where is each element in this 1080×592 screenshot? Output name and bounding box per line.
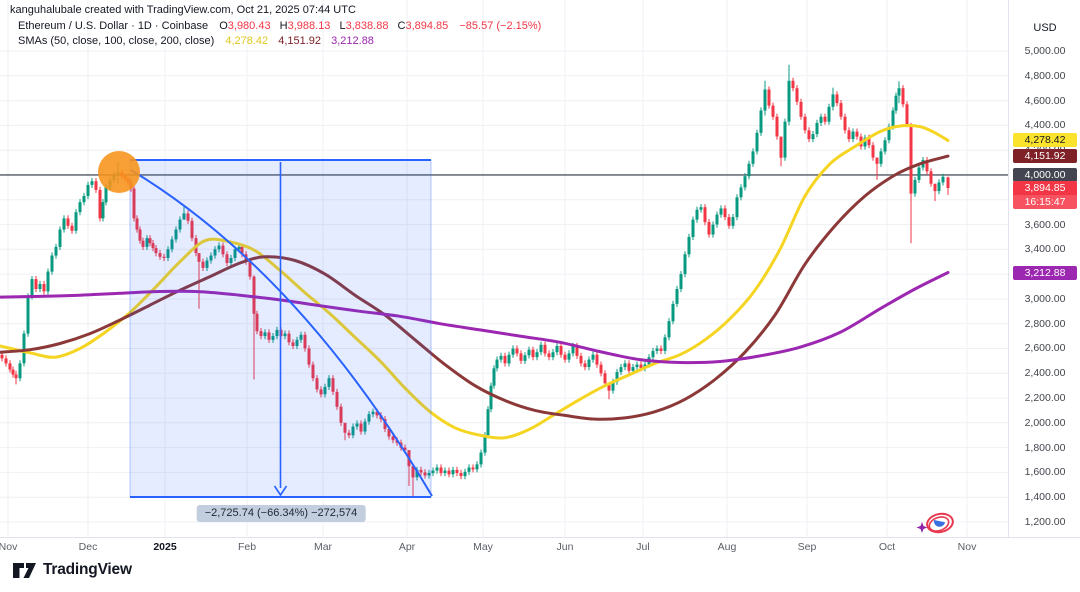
price-tick: 1,400.00 xyxy=(1024,491,1066,503)
price-tick: 3,400.00 xyxy=(1024,243,1066,255)
time-tick: Jun xyxy=(556,541,574,553)
time-tick: Nov xyxy=(0,541,18,553)
measure-box[interactable] xyxy=(129,159,432,498)
high-value: 3,988.13 xyxy=(287,20,331,32)
price-tick: 2,600.00 xyxy=(1024,342,1066,354)
price-tick: 3,000.00 xyxy=(1024,293,1066,305)
price-tick: 1,600.00 xyxy=(1024,466,1066,478)
symbol-title: Ethereum / U.S. Dollar · 1D · Coinbase xyxy=(18,20,209,32)
change-value: −85.57 (−2.15%) xyxy=(459,20,542,32)
highlight-circle[interactable] xyxy=(98,151,140,193)
tradingview-logo-icon xyxy=(13,562,36,578)
sma-50-value: 4,278.42 xyxy=(225,35,269,47)
time-axis[interactable]: Nov Dec 2025 Feb Mar Apr May Jun Jul Aug Sep Oct Nov xyxy=(0,537,1080,557)
symbol-legend[interactable]: Ethereum / U.S. Dollar · 1D · Coinbase O… xyxy=(18,20,541,32)
price-tick: 4,400.00 xyxy=(1024,119,1066,131)
currency-label: USD xyxy=(1033,22,1057,34)
close-label: C xyxy=(397,20,406,32)
time-tick: Dec xyxy=(78,541,98,553)
time-tick: Apr xyxy=(398,541,416,553)
price-tick: 2,400.00 xyxy=(1024,367,1066,379)
candlestick-series[interactable] xyxy=(0,64,950,496)
price-tick: 2,200.00 xyxy=(1024,392,1066,404)
price-tick: 2,000.00 xyxy=(1024,417,1066,429)
time-tick: Jul xyxy=(636,541,650,553)
time-tick: Nov xyxy=(957,541,977,553)
low-label: L xyxy=(339,20,346,32)
sma-legend[interactable]: SMAs (50, close, 100, close, 200, close)… xyxy=(18,35,381,47)
price-tick: 3,600.00 xyxy=(1024,219,1066,231)
sma200-line[interactable] xyxy=(0,271,950,365)
close-value: 3,894.85 xyxy=(405,20,449,32)
time-tick: Feb xyxy=(237,541,257,553)
time-tick: Sep xyxy=(797,541,817,553)
trend-curve[interactable] xyxy=(130,169,433,497)
chart-canvas[interactable] xyxy=(0,0,1008,537)
price-tick: 5,000.00 xyxy=(1024,45,1066,57)
time-tick: Aug xyxy=(717,541,737,553)
sma50-line[interactable] xyxy=(0,124,950,440)
sma-100-price-badge: 4,151.92 xyxy=(1013,149,1077,163)
horizontal-line-price-badge: 4,000.00 xyxy=(1013,168,1077,182)
attribution-text: kanguhalubale created with TradingView.c… xyxy=(10,4,356,16)
tradingview-logo-text: TradingView xyxy=(43,561,132,578)
time-tick: May xyxy=(473,541,493,553)
time-tick: Mar xyxy=(313,541,333,553)
price-tick: 4,800.00 xyxy=(1024,70,1066,82)
price-tick: 2,800.00 xyxy=(1024,318,1066,330)
tradingview-logo[interactable]: TradingView xyxy=(13,561,132,579)
price-tick: 4,600.00 xyxy=(1024,95,1066,107)
low-value: 3,838.88 xyxy=(345,20,389,32)
last-price-badge: 3,894.85 16:15:47 xyxy=(1013,181,1077,209)
sma-50-price-badge: 4,278.42 xyxy=(1013,133,1077,147)
sma-200-price-badge: 3,212.88 xyxy=(1013,266,1077,280)
price-tick: 1,200.00 xyxy=(1024,516,1066,528)
time-tick: Oct xyxy=(878,541,896,553)
price-axis[interactable]: USD 5,000.004,800.004,600.004,400.004,20… xyxy=(1008,0,1080,537)
sticker-icon[interactable] xyxy=(915,510,959,538)
sma-200-value: 3,212.88 xyxy=(331,35,374,47)
time-tick: 2025 xyxy=(153,541,177,553)
open-value: 3,980.43 xyxy=(227,20,271,32)
sma100-line[interactable] xyxy=(0,154,950,421)
high-label: H xyxy=(279,20,288,32)
footer-bar: TradingView xyxy=(0,556,1080,592)
open-label: O xyxy=(219,20,228,32)
sma-100-value: 4,151.92 xyxy=(278,35,322,47)
price-tick: 1,800.00 xyxy=(1024,442,1066,454)
measure-result-label[interactable]: −2,725.74 (−66.34%) −272,574 xyxy=(196,505,366,522)
sma-legend-label: SMAs (50, close, 100, close, 200, close) xyxy=(18,35,215,47)
